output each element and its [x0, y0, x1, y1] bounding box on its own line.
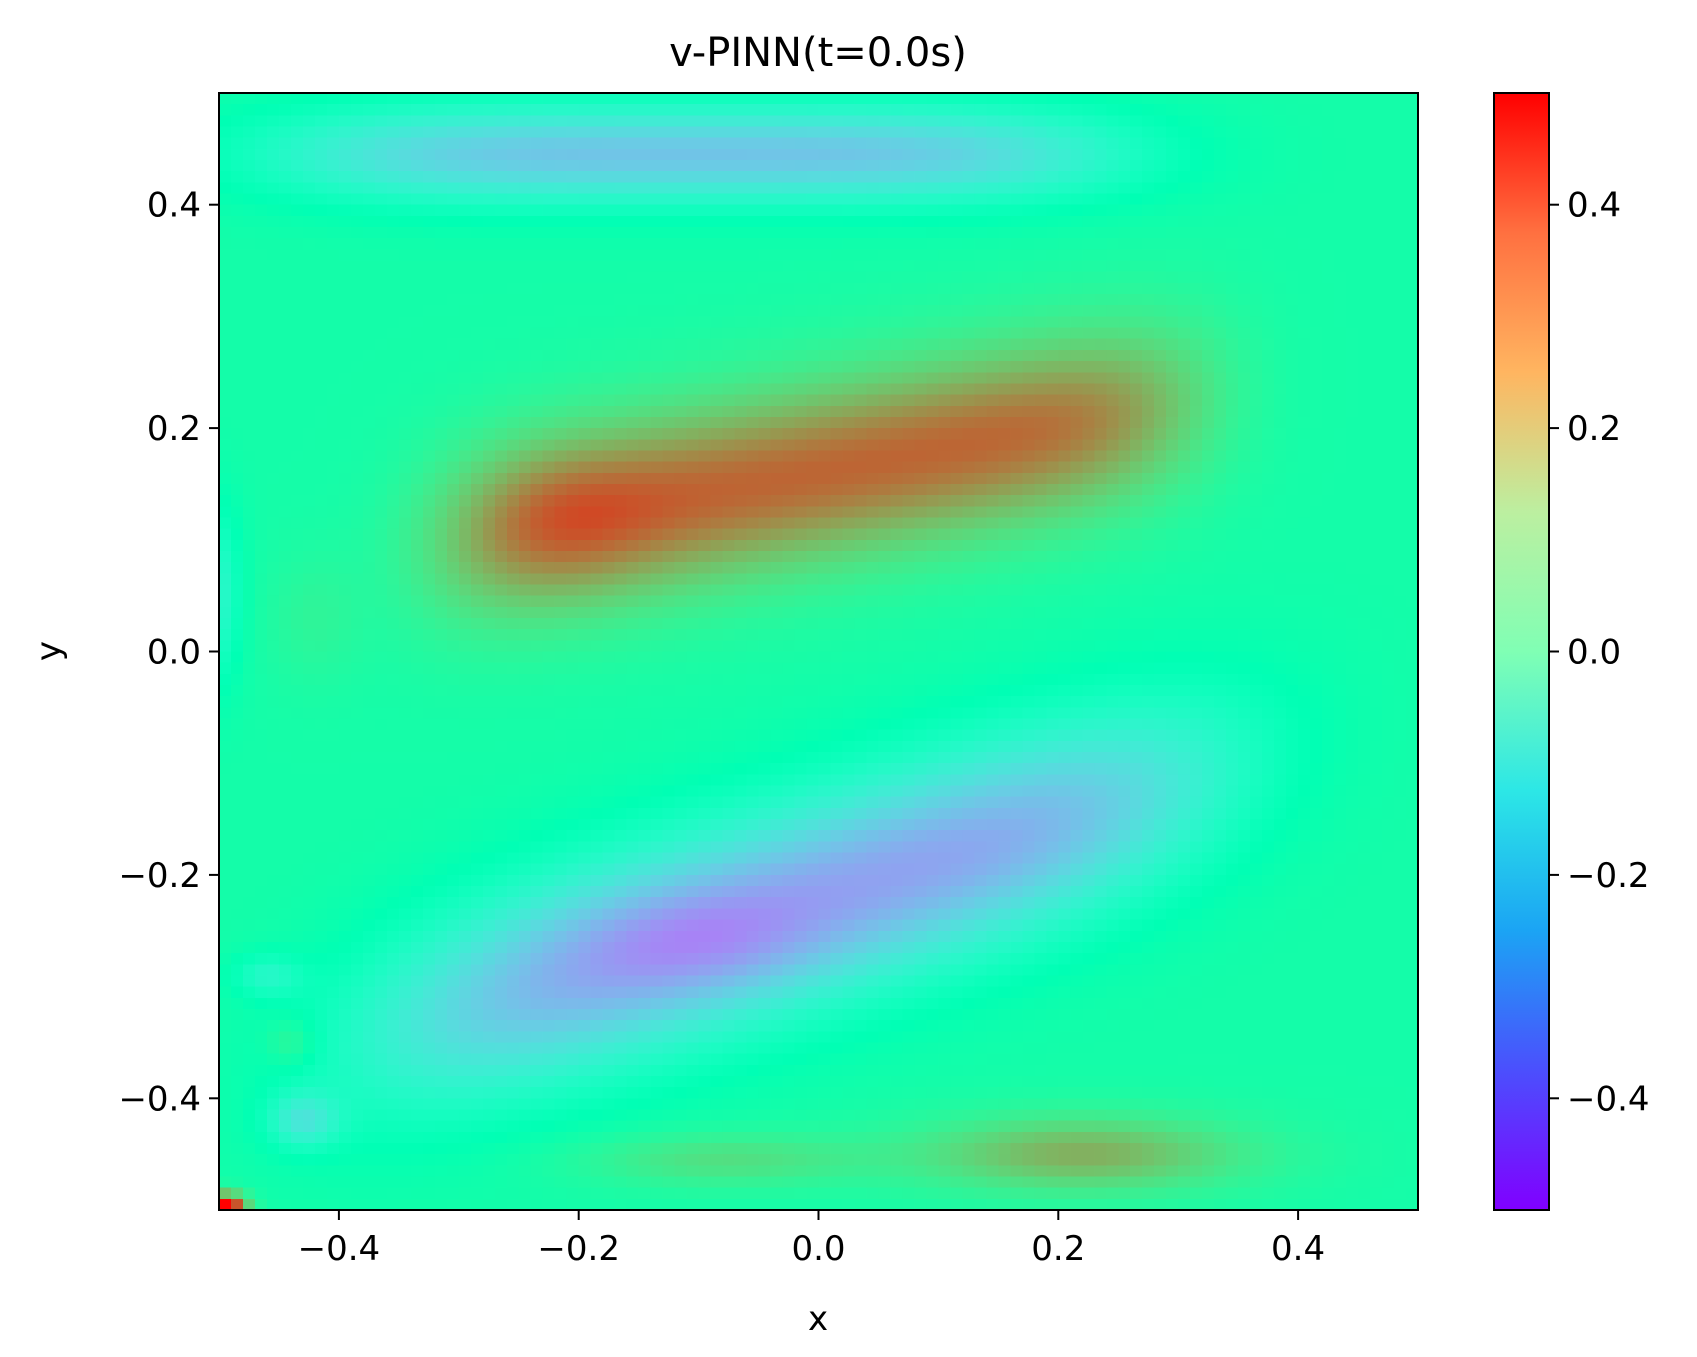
heatmap-image — [219, 93, 1418, 1210]
x-tick-label: 0.0 — [791, 1229, 845, 1269]
x-axis-label: x — [808, 1299, 828, 1339]
y-tick-label: 0.0 — [147, 633, 201, 673]
colorbar-tick-label: 0.4 — [1567, 186, 1621, 226]
y-tick-label: −0.4 — [118, 1079, 201, 1119]
y-tick-label: −0.2 — [118, 856, 201, 896]
chart-title: v-PINN(t=0.0s) — [669, 30, 967, 76]
y-tick-label: 0.4 — [147, 186, 201, 226]
colorbar: −0.4 −0.2 0.0 0.2 0.4 — [1493, 92, 1650, 1211]
x-tick-label: −0.2 — [537, 1229, 620, 1269]
y-axis-label: y — [29, 641, 69, 661]
x-tick-label: −0.4 — [298, 1229, 381, 1269]
y-axis-ticks: −0.4 −0.2 0.0 0.2 0.4 — [118, 186, 219, 1119]
x-axis-ticks: −0.4 −0.2 0.0 0.2 0.4 — [298, 1210, 1325, 1269]
colorbar-tick-label: 0.0 — [1567, 633, 1621, 673]
colorbar-gradient — [1493, 92, 1550, 1211]
colorbar-ticks: −0.4 −0.2 0.0 0.2 0.4 — [1549, 186, 1650, 1119]
colorbar-tick-label: −0.2 — [1567, 856, 1650, 896]
colorbar-tick-label: 0.2 — [1567, 409, 1621, 449]
x-tick-label: 0.4 — [1271, 1229, 1325, 1269]
heatmap-plot — [218, 92, 1419, 1211]
x-tick-label: 0.2 — [1031, 1229, 1085, 1269]
y-tick-label: 0.2 — [147, 409, 201, 449]
colorbar-tick-label: −0.4 — [1567, 1079, 1650, 1119]
